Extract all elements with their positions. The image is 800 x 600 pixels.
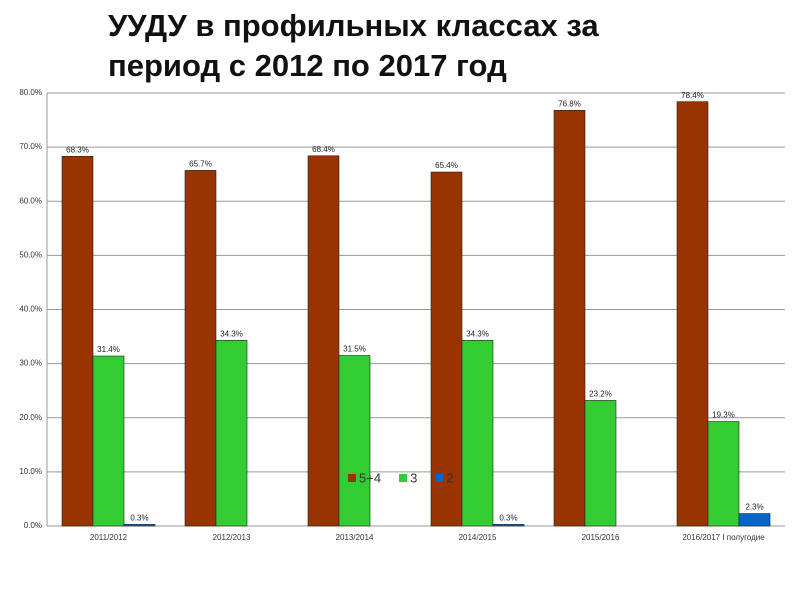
value-label: 68.4% xyxy=(312,145,335,154)
bar xyxy=(492,524,525,527)
bar xyxy=(184,170,217,527)
value-label: 65.4% xyxy=(435,161,458,170)
value-label: 31.4% xyxy=(97,345,120,354)
bar xyxy=(676,101,709,527)
legend-swatch xyxy=(435,474,444,482)
legend-label: 5+4 xyxy=(359,470,381,485)
bar xyxy=(123,524,156,527)
bar xyxy=(707,421,740,527)
bar xyxy=(215,340,248,527)
value-label: 76.8% xyxy=(558,99,581,108)
x-tick-label: 2012/2013 xyxy=(213,533,251,542)
value-label: 23.2% xyxy=(589,390,612,399)
legend-label: 2 xyxy=(446,470,453,485)
chart-title: УУДУ в профильных классах за период с 20… xyxy=(108,8,599,83)
value-label: 19.3% xyxy=(712,411,735,420)
x-tick-label: 2016/2017 I полугодие xyxy=(682,533,765,542)
legend-swatch xyxy=(399,474,408,482)
y-tick-label: 10.0% xyxy=(19,467,42,476)
value-label: 2.3% xyxy=(745,503,763,512)
bar xyxy=(553,110,586,527)
value-label: 0.3% xyxy=(130,513,148,522)
value-label: 0.3% xyxy=(499,513,517,522)
y-tick-label: 50.0% xyxy=(19,250,42,259)
x-tick-label: 2015/2016 xyxy=(582,533,620,542)
x-tick-label: 2014/2015 xyxy=(459,533,497,542)
value-label: 34.3% xyxy=(220,329,243,338)
y-tick-label: 70.0% xyxy=(19,142,42,151)
bar xyxy=(338,355,371,527)
bar xyxy=(461,340,494,527)
bar xyxy=(92,355,125,527)
bar xyxy=(738,513,771,527)
value-label: 34.3% xyxy=(466,329,489,338)
y-tick-label: 80.0% xyxy=(19,88,42,97)
bar xyxy=(584,400,617,527)
bar xyxy=(307,155,340,527)
x-tick-label: 2013/2014 xyxy=(336,533,374,542)
legend-swatch xyxy=(348,474,356,482)
y-tick-label: 40.0% xyxy=(19,305,42,314)
y-tick-label: 20.0% xyxy=(19,413,42,422)
value-label: 31.5% xyxy=(343,345,366,354)
value-label: 65.7% xyxy=(189,160,212,169)
legend-label: 3 xyxy=(410,470,417,485)
y-tick-label: 0.0% xyxy=(24,521,42,530)
value-label: 78.4% xyxy=(681,91,704,100)
y-tick-label: 30.0% xyxy=(19,359,42,368)
bar xyxy=(430,171,463,527)
bar xyxy=(61,156,94,527)
value-label: 68.3% xyxy=(66,145,89,154)
x-tick-label: 2011/2012 xyxy=(90,533,128,542)
y-tick-label: 60.0% xyxy=(19,196,42,205)
